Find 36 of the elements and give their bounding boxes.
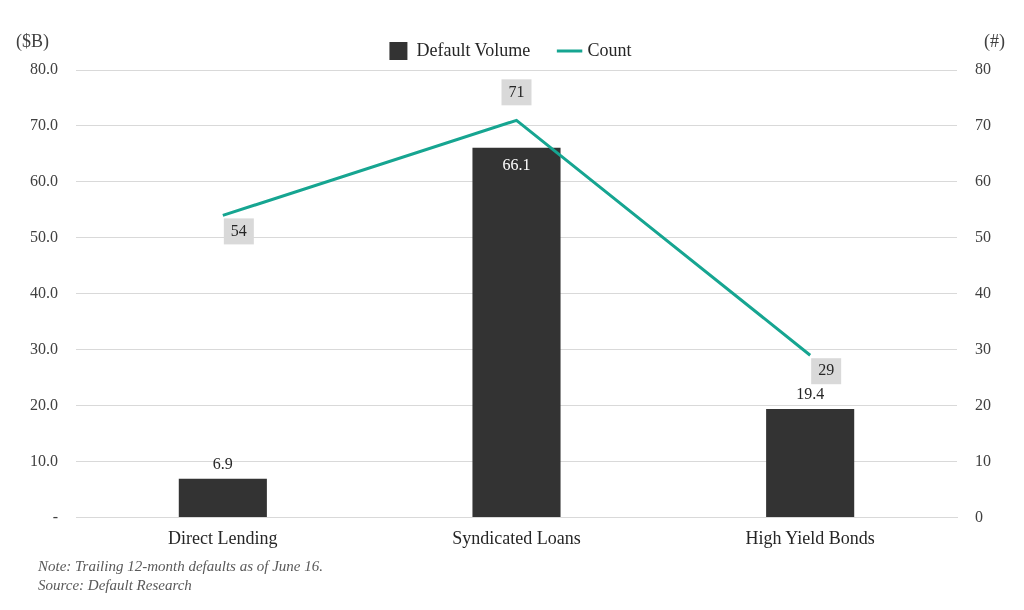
data-label: 71	[508, 82, 525, 100]
data-label: 66.1	[502, 155, 531, 173]
y-tick-label: -	[52, 507, 58, 525]
y2-tick-label: 70	[975, 116, 991, 134]
y-tick-label: 20.0	[30, 395, 58, 413]
legend-label: Count	[587, 39, 632, 60]
y2-tick-label: 30	[975, 339, 991, 357]
y2-tick-label: 20	[975, 395, 991, 413]
y2-tick-label: 50	[975, 227, 991, 245]
y-axis-title: ($B)	[16, 30, 49, 52]
y2-axis-title: (#)	[984, 30, 1005, 52]
data-label: 29	[818, 361, 835, 379]
y-tick-label: 50.0	[30, 227, 58, 245]
y2-tick-label: 0	[975, 507, 983, 525]
x-tick-label: Direct Lending	[168, 527, 278, 548]
y2-tick-label: 10	[975, 451, 991, 469]
y2-tick-label: 80	[975, 60, 991, 78]
bar	[766, 408, 855, 517]
y-tick-label: 40.0	[30, 283, 58, 301]
y-tick-label: 60.0	[30, 172, 58, 190]
data-label: 19.4	[796, 385, 825, 403]
data-label: 54	[230, 221, 247, 239]
y-tick-label: 70.0	[30, 116, 58, 134]
text: Note: Trailing 12-month defaults as of June 16.	[38, 557, 324, 576]
y-tick-label: 10.0	[30, 451, 58, 469]
data-label: 6.9	[212, 455, 233, 473]
x-tick-label: Syndicated Loans	[452, 527, 581, 548]
bar	[472, 147, 561, 517]
legend-label: Default Volume	[416, 39, 531, 60]
y-tick-label: 80.0	[30, 60, 58, 78]
y2-tick-label: 60	[975, 172, 991, 190]
y-tick-label: 30.0	[30, 339, 58, 357]
y2-tick-label: 40	[975, 283, 991, 301]
bar	[178, 478, 267, 517]
x-tick-label: High Yield Bonds	[745, 527, 875, 548]
source-note: Source: Default Research	[38, 576, 193, 595]
